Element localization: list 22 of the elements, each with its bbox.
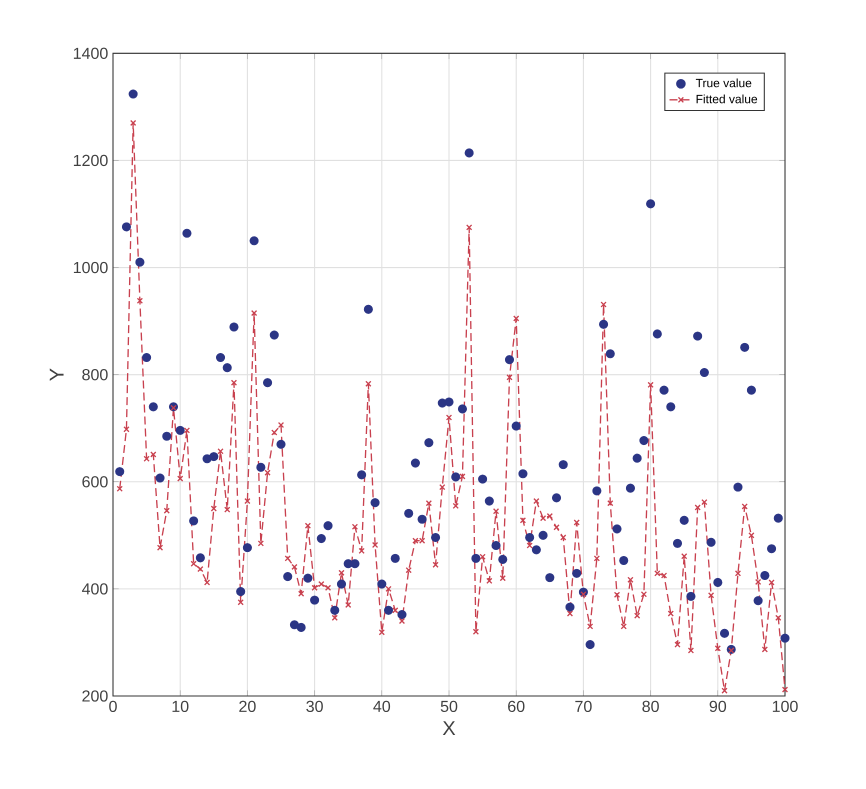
x-tick-label: 100 <box>772 700 798 712</box>
x-tick-label: 70 <box>575 700 592 712</box>
x-tick-label: 0 <box>109 700 117 712</box>
y-axis-title: Y <box>50 368 64 381</box>
y-tick-label: 600 <box>82 476 108 488</box>
legend-label: Fitted value <box>696 94 758 104</box>
x-axis-title: X <box>442 721 456 735</box>
y-tick-label: 1400 <box>74 48 108 59</box>
y-tick-label: 400 <box>82 583 108 595</box>
x-tick-label: 60 <box>508 700 524 712</box>
x-tick-label: 50 <box>440 700 458 712</box>
x-tick-label: 30 <box>306 700 323 712</box>
x-tick-label: 90 <box>710 700 726 712</box>
y-tick-label: 200 <box>82 690 108 702</box>
x-tick-label: 80 <box>642 700 659 712</box>
x-tick-label: 10 <box>172 700 188 712</box>
legend-label: True value <box>696 78 752 88</box>
y-tick-label: 1000 <box>74 262 108 274</box>
x-tick-label: 40 <box>373 700 390 712</box>
x-tick-label: 20 <box>239 700 256 712</box>
y-tick-label: 1200 <box>74 154 108 166</box>
y-tick-label: 800 <box>82 369 108 380</box>
